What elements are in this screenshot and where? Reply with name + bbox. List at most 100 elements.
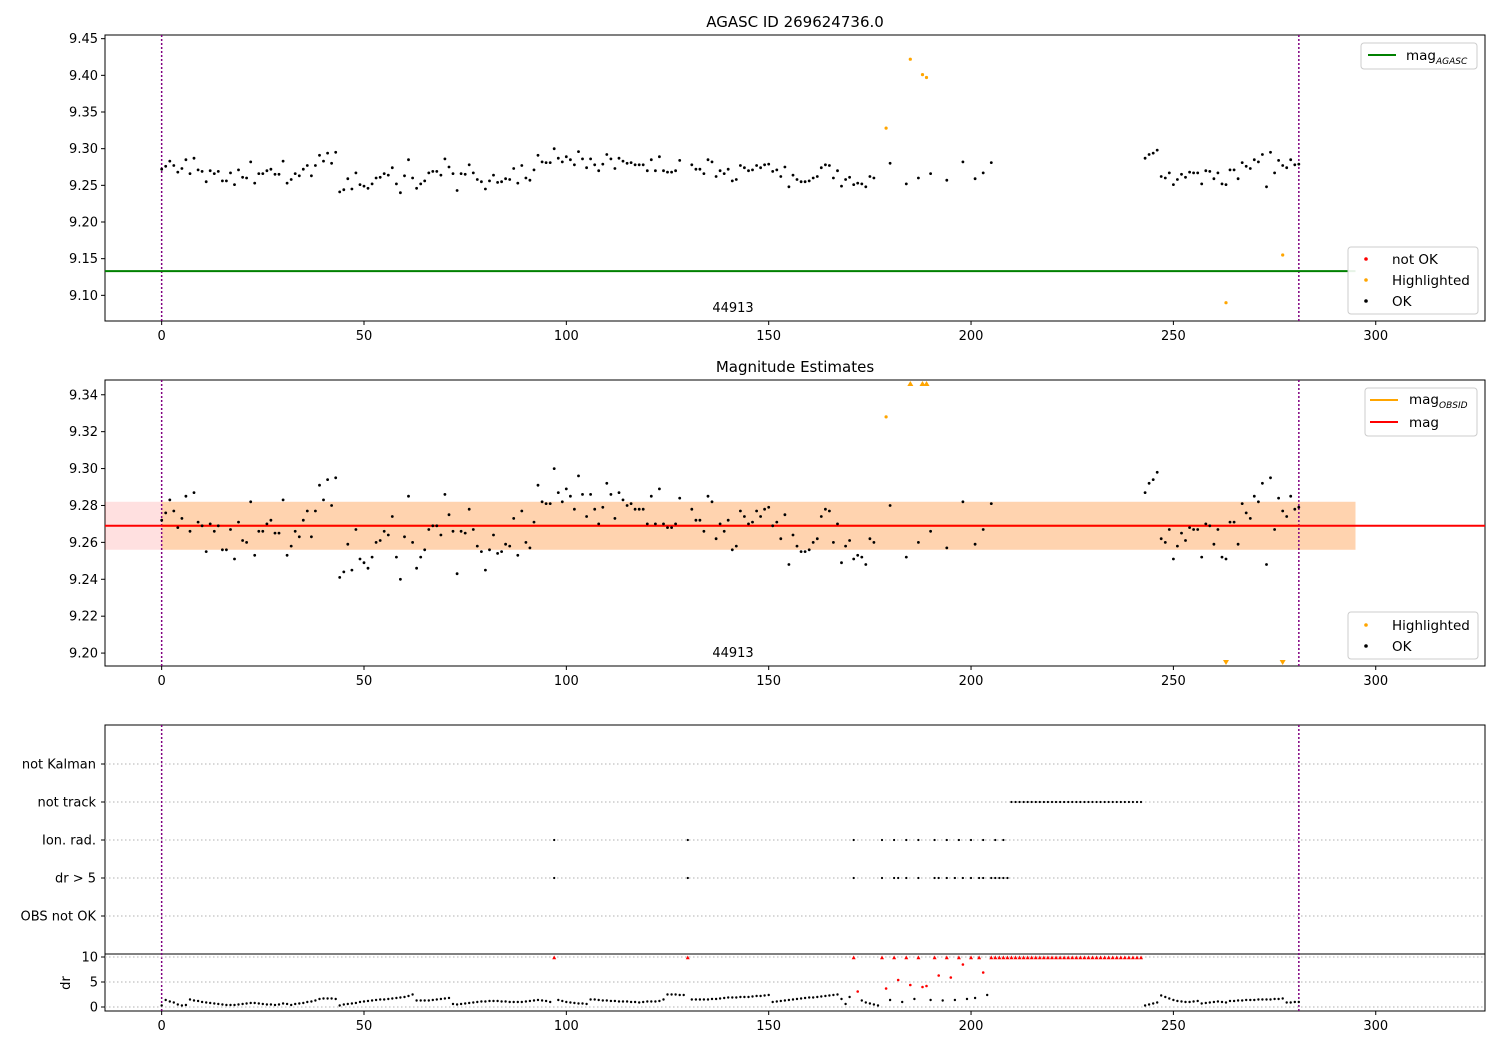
ok-point bbox=[706, 158, 710, 162]
ok-point bbox=[824, 163, 827, 167]
dr-ok-point bbox=[176, 1003, 179, 1006]
ok-point bbox=[981, 528, 985, 531]
ok-point bbox=[1285, 166, 1289, 170]
ok-point bbox=[1204, 169, 1208, 173]
ok-point bbox=[783, 165, 787, 169]
ok-point bbox=[435, 524, 439, 528]
dr-ok-point bbox=[358, 1000, 362, 1004]
ok-point bbox=[1269, 476, 1272, 480]
y-tick-label: 9.25 bbox=[69, 179, 98, 194]
ok-point bbox=[192, 491, 196, 494]
ok-point bbox=[1172, 557, 1175, 561]
dr-ok-point bbox=[714, 997, 718, 1001]
ok-point bbox=[330, 161, 333, 165]
ok-point bbox=[419, 182, 423, 186]
ok-point bbox=[229, 528, 232, 531]
dr-ok-point bbox=[459, 1002, 463, 1006]
ok-point bbox=[326, 478, 329, 481]
ok-point bbox=[233, 557, 236, 561]
ok-point bbox=[569, 494, 572, 498]
ok-point bbox=[273, 172, 277, 176]
ok-point bbox=[285, 181, 289, 185]
ok-point bbox=[204, 550, 208, 553]
dr-ok-point bbox=[929, 998, 932, 1002]
dr-clipped-marker bbox=[1009, 955, 1014, 960]
dr-ok-point bbox=[1180, 1000, 1183, 1003]
ok-point bbox=[184, 494, 188, 498]
dr-gt-5-flag bbox=[990, 876, 993, 880]
dr-ok-point bbox=[1285, 1001, 1288, 1004]
ok-point bbox=[1155, 470, 1159, 474]
dr-ok-point bbox=[767, 993, 770, 997]
dr-ok-point bbox=[366, 999, 370, 1003]
dr-ok-point bbox=[662, 998, 665, 1001]
dr-ok-point bbox=[472, 1001, 475, 1004]
ok-point bbox=[690, 507, 694, 511]
dr-clipped-marker bbox=[1062, 955, 1067, 960]
ok-point bbox=[237, 520, 240, 524]
ok-point bbox=[1281, 164, 1285, 167]
dr-gt-5-flag bbox=[880, 876, 884, 880]
dr-ok-point bbox=[1236, 999, 1240, 1002]
ok-point bbox=[172, 164, 176, 167]
flag-label: not track bbox=[37, 796, 96, 811]
dr-ok-point bbox=[601, 999, 604, 1002]
dr-ok-point bbox=[496, 999, 499, 1003]
dr-ok-point bbox=[1265, 998, 1268, 1001]
dr-ok-point bbox=[965, 997, 969, 1001]
ion-rad-flag bbox=[933, 838, 936, 842]
ok-point bbox=[1176, 178, 1179, 181]
ok-point bbox=[759, 166, 762, 170]
not-track-flag bbox=[1046, 800, 1049, 804]
ok-point bbox=[819, 166, 823, 170]
ok-point bbox=[342, 570, 346, 574]
ok-point bbox=[176, 170, 180, 174]
ok-point bbox=[229, 171, 232, 175]
dr-ok-point bbox=[876, 1004, 880, 1007]
ok-point bbox=[1285, 515, 1289, 518]
estimates-axes: 0 50 100 150 200 250 300 9.20 9.22 9.24 9.26 9.28 9.… bbox=[69, 388, 1388, 689]
dr-ok-point bbox=[290, 1003, 293, 1007]
ok-point bbox=[484, 568, 487, 572]
dr-clipped-marker bbox=[1082, 955, 1087, 960]
ok-point bbox=[815, 175, 819, 178]
x-tick-label: 100 bbox=[554, 329, 579, 344]
dr-ok-point bbox=[536, 998, 540, 1002]
ok-point bbox=[694, 518, 698, 522]
dr-ok-point bbox=[464, 1002, 467, 1005]
ok-point bbox=[524, 176, 528, 180]
dr-ok-point bbox=[285, 1002, 289, 1006]
ok-point bbox=[662, 169, 665, 173]
y-tick-label: 9.15 bbox=[69, 252, 98, 267]
ok-point bbox=[176, 526, 180, 529]
ok-point bbox=[374, 541, 378, 544]
ok-point bbox=[277, 531, 281, 535]
ok-point bbox=[860, 182, 864, 186]
ok-point bbox=[1224, 557, 1228, 561]
ok-point bbox=[338, 576, 342, 579]
x-tick-label: 200 bbox=[959, 329, 984, 344]
not-track-flag bbox=[1079, 800, 1082, 804]
ok-point bbox=[273, 531, 277, 535]
ok-point bbox=[443, 493, 447, 496]
ok-point bbox=[702, 529, 706, 533]
dr-clipped-marker bbox=[1090, 955, 1095, 960]
ok-point bbox=[378, 539, 382, 542]
dr-clipped-marker bbox=[956, 955, 961, 960]
highlighted-point bbox=[1224, 301, 1228, 305]
not-track-flag bbox=[1034, 800, 1037, 804]
ok-point bbox=[467, 507, 471, 511]
highlighted-down-arrow bbox=[1222, 660, 1229, 665]
not-track-flag bbox=[1111, 800, 1114, 804]
highlighted-point bbox=[1281, 253, 1285, 257]
dr-ok-point bbox=[787, 998, 791, 1002]
not-track-flag bbox=[1010, 800, 1013, 804]
ok-point bbox=[1143, 491, 1147, 494]
ok-point bbox=[216, 524, 220, 528]
ok-point bbox=[330, 504, 333, 507]
not-ok-legend-marker bbox=[1364, 257, 1368, 261]
dr-not-ok-point bbox=[921, 985, 924, 989]
ok-point bbox=[463, 531, 467, 535]
dr-ok-point bbox=[415, 999, 418, 1002]
dr-ok-point bbox=[447, 996, 451, 1000]
